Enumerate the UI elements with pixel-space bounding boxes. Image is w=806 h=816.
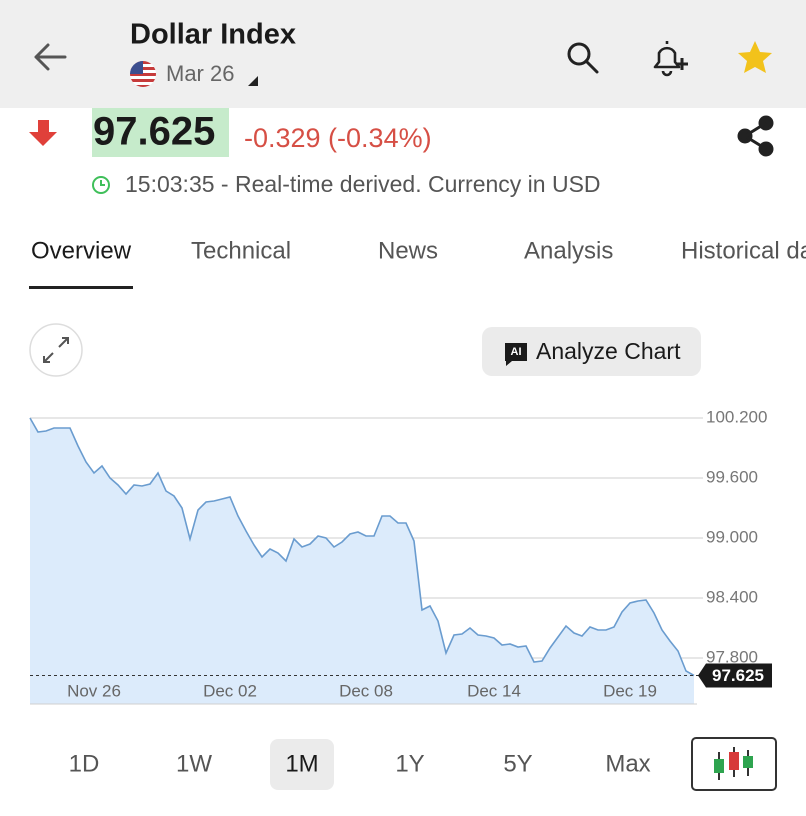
alert-button[interactable]: [653, 41, 688, 77]
price-line: [29, 417, 695, 677]
range-option[interactable]: 1D: [69, 750, 100, 777]
date-dropdown[interactable]: [248, 76, 258, 86]
flag-icon: [130, 61, 156, 87]
range-option[interactable]: 1Y: [395, 750, 424, 777]
range-option[interactable]: 5Y: [503, 750, 532, 777]
status-text: 15:03:35 - Real-time derived. Currency i…: [125, 171, 601, 197]
x-tick-label: Dec 14: [467, 681, 521, 700]
range-option[interactable]: 1W: [176, 750, 212, 777]
y-tick-label: 99.600: [706, 467, 758, 486]
range-option[interactable]: 1M: [285, 750, 318, 777]
expand-button[interactable]: [29, 323, 83, 377]
price-highlight: [92, 108, 229, 157]
analyze-chart-button[interactable]: AI Analyze Chart: [482, 327, 701, 376]
price-chart: 100.200 99.600 99.000 98.400 97.800 Nov 26 Dec…: [29, 407, 772, 705]
y-tick-label: 98.400: [706, 587, 758, 606]
price: 97.625: [93, 110, 215, 154]
range-bar: 1D 1W 1M 1Y 5Y Max: [69, 750, 651, 777]
tab-bar: Overview Technical News Analysis Historical …: [31, 237, 806, 264]
tab[interactable]: Overview: [31, 237, 132, 264]
x-tick-label: Dec 02: [203, 681, 257, 700]
price-change: -0.329 (-0.34%): [244, 123, 432, 153]
x-tick-label: Dec 08: [339, 681, 393, 700]
clock-icon: [92, 176, 110, 194]
tab[interactable]: Analysis: [524, 237, 613, 264]
top-bar: [0, 0, 806, 108]
x-tick-label: Nov 26: [67, 681, 121, 700]
favorite-button[interactable]: [738, 41, 772, 73]
y-tick-label: 99.000: [706, 527, 758, 546]
back-button[interactable]: [34, 43, 67, 71]
share-button[interactable]: [737, 115, 774, 157]
tab[interactable]: Historical data: [681, 237, 806, 264]
quote-date: Mar 26: [166, 61, 234, 86]
search-button[interactable]: [567, 42, 599, 74]
area-fill: [30, 418, 694, 704]
x-tick-label: Dec 19: [603, 681, 657, 700]
range-selected: [270, 739, 334, 790]
y-tick-label: 97.800: [706, 647, 758, 666]
down-arrow: [29, 120, 57, 146]
tab[interactable]: News: [378, 237, 438, 264]
tab[interactable]: Technical: [191, 237, 291, 264]
range-option[interactable]: Max: [605, 750, 650, 777]
y-tick-label: 100.200: [706, 407, 767, 426]
instrument-title: Dollar Index: [130, 19, 296, 51]
chart-type-button[interactable]: [691, 737, 777, 791]
analyze-label: Analyze Chart: [536, 338, 681, 364]
tab-indicator: [29, 286, 133, 289]
ai-badge: AI: [511, 346, 522, 358]
last-price-label: 97.625: [712, 666, 764, 685]
last-price-tag: [698, 663, 772, 688]
